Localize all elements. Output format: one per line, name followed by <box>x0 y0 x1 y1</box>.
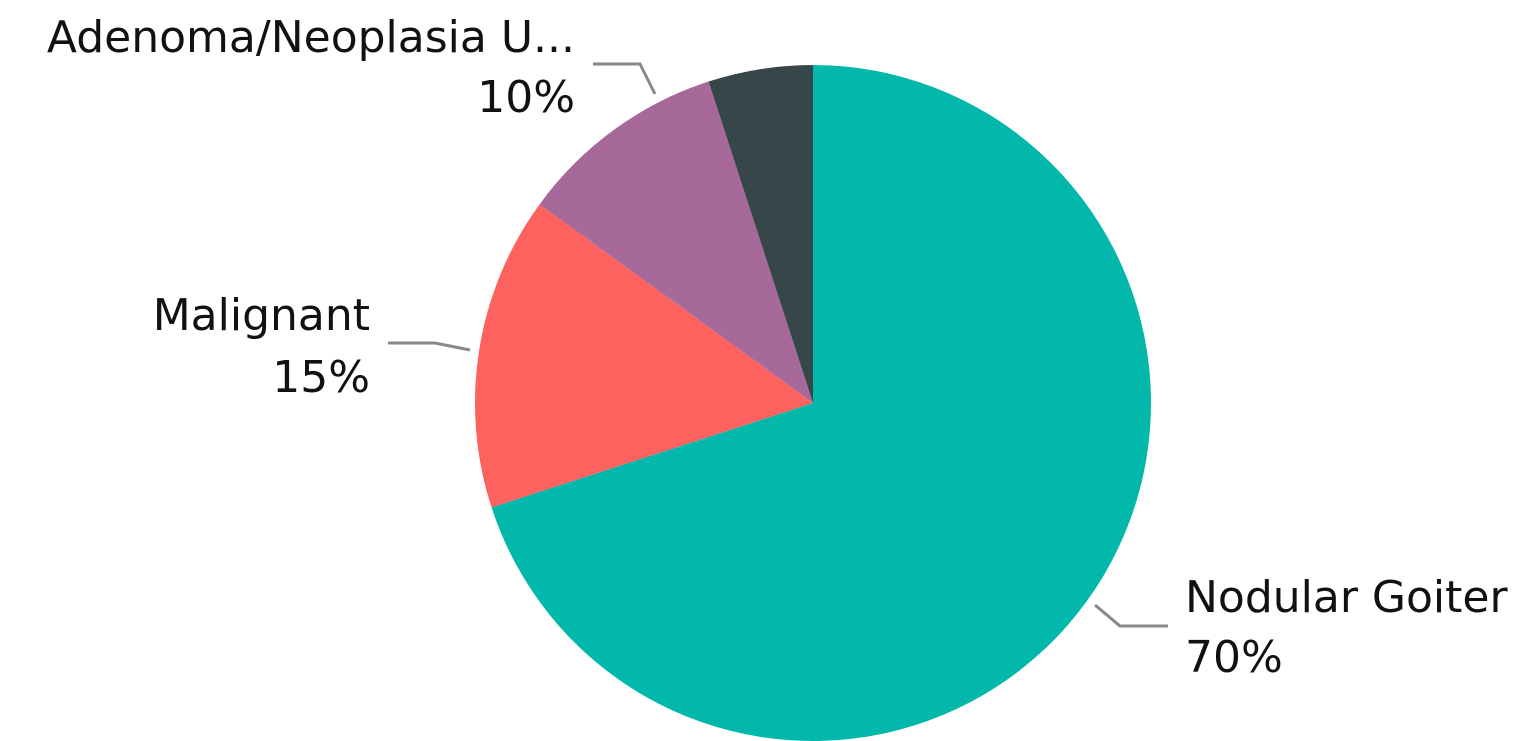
slice-value-label: 15% <box>272 352 370 403</box>
leader-line <box>593 62 657 95</box>
slice-value-label: 70% <box>1185 632 1283 683</box>
slice-label: Malignant <box>153 290 370 341</box>
leader-line <box>388 341 471 352</box>
leader-line <box>1094 603 1168 628</box>
slice-label: Nodular Goiter <box>1185 572 1508 623</box>
pie-slice <box>491 65 1152 741</box>
pie-slice <box>475 204 813 508</box>
slice-label: Adenoma/Neoplasia U... <box>47 12 575 63</box>
pie-slice <box>708 65 813 403</box>
slice-value-label: 10% <box>477 72 575 123</box>
pie-slice <box>539 81 813 403</box>
